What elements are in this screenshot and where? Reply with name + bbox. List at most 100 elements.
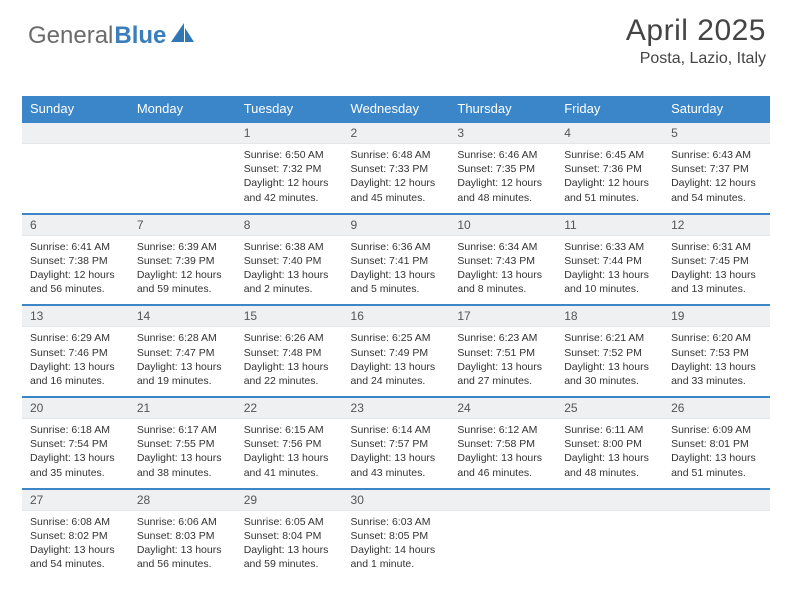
day-number: 16 [343,306,450,327]
weekday-header: Monday [129,96,236,122]
calendar-cell: 6Sunrise: 6:41 AMSunset: 7:38 PMDaylight… [22,214,129,306]
sunset-line: Sunset: 7:45 PM [671,254,762,268]
sunset-line: Sunset: 7:40 PM [244,254,335,268]
day-body: Sunrise: 6:23 AMSunset: 7:51 PMDaylight:… [449,327,556,396]
page-title: April 2025 [626,14,766,48]
daylight-line: Daylight: 13 hours and 24 minutes. [351,360,442,388]
brand-right: Blue [114,22,166,50]
daylight-line: Daylight: 12 hours and 42 minutes. [244,176,335,204]
day-number: 21 [129,398,236,419]
calendar-cell [663,489,770,580]
day-body [449,511,556,579]
sunrise-line: Sunrise: 6:29 AM [30,331,121,345]
daylight-line: Daylight: 13 hours and 19 minutes. [137,360,228,388]
sunset-line: Sunset: 7:52 PM [564,346,655,360]
day-body: Sunrise: 6:36 AMSunset: 7:41 PMDaylight:… [343,236,450,305]
sunrise-line: Sunrise: 6:21 AM [564,331,655,345]
day-body: Sunrise: 6:09 AMSunset: 8:01 PMDaylight:… [663,419,770,488]
sunset-line: Sunset: 8:05 PM [351,529,442,543]
sunset-line: Sunset: 7:36 PM [564,162,655,176]
sunrise-line: Sunrise: 6:03 AM [351,515,442,529]
sunset-line: Sunset: 7:43 PM [457,254,548,268]
day-body: Sunrise: 6:06 AMSunset: 8:03 PMDaylight:… [129,511,236,580]
day-body: Sunrise: 6:28 AMSunset: 7:47 PMDaylight:… [129,327,236,396]
sunset-line: Sunset: 7:37 PM [671,162,762,176]
sunrise-line: Sunrise: 6:11 AM [564,423,655,437]
calendar-cell: 22Sunrise: 6:15 AMSunset: 7:56 PMDayligh… [236,397,343,489]
calendar-cell: 16Sunrise: 6:25 AMSunset: 7:49 PMDayligh… [343,305,450,397]
calendar-cell: 8Sunrise: 6:38 AMSunset: 7:40 PMDaylight… [236,214,343,306]
sunrise-line: Sunrise: 6:43 AM [671,148,762,162]
sunrise-line: Sunrise: 6:39 AM [137,240,228,254]
daylight-line: Daylight: 12 hours and 56 minutes. [30,268,121,296]
calendar-cell: 21Sunrise: 6:17 AMSunset: 7:55 PMDayligh… [129,397,236,489]
daylight-line: Daylight: 12 hours and 59 minutes. [137,268,228,296]
day-number: 23 [343,398,450,419]
calendar-cell: 15Sunrise: 6:26 AMSunset: 7:48 PMDayligh… [236,305,343,397]
sunset-line: Sunset: 7:47 PM [137,346,228,360]
sunrise-line: Sunrise: 6:12 AM [457,423,548,437]
daylight-line: Daylight: 13 hours and 30 minutes. [564,360,655,388]
calendar-cell: 7Sunrise: 6:39 AMSunset: 7:39 PMDaylight… [129,214,236,306]
day-number [556,490,663,511]
day-body: Sunrise: 6:21 AMSunset: 7:52 PMDaylight:… [556,327,663,396]
day-body: Sunrise: 6:12 AMSunset: 7:58 PMDaylight:… [449,419,556,488]
day-number: 24 [449,398,556,419]
day-number: 3 [449,123,556,144]
sunrise-line: Sunrise: 6:06 AM [137,515,228,529]
daylight-line: Daylight: 13 hours and 22 minutes. [244,360,335,388]
day-number: 9 [343,215,450,236]
calendar-cell: 24Sunrise: 6:12 AMSunset: 7:58 PMDayligh… [449,397,556,489]
day-body: Sunrise: 6:34 AMSunset: 7:43 PMDaylight:… [449,236,556,305]
sunset-line: Sunset: 7:48 PM [244,346,335,360]
calendar: SundayMondayTuesdayWednesdayThursdayFrid… [22,96,770,579]
calendar-cell: 23Sunrise: 6:14 AMSunset: 7:57 PMDayligh… [343,397,450,489]
calendar-cell: 10Sunrise: 6:34 AMSunset: 7:43 PMDayligh… [449,214,556,306]
daylight-line: Daylight: 13 hours and 54 minutes. [30,543,121,571]
daylight-line: Daylight: 13 hours and 2 minutes. [244,268,335,296]
calendar-cell: 3Sunrise: 6:46 AMSunset: 7:35 PMDaylight… [449,122,556,214]
calendar-cell [449,489,556,580]
day-body: Sunrise: 6:15 AMSunset: 7:56 PMDaylight:… [236,419,343,488]
daylight-line: Daylight: 13 hours and 8 minutes. [457,268,548,296]
day-body: Sunrise: 6:33 AMSunset: 7:44 PMDaylight:… [556,236,663,305]
daylight-line: Daylight: 13 hours and 56 minutes. [137,543,228,571]
day-body: Sunrise: 6:20 AMSunset: 7:53 PMDaylight:… [663,327,770,396]
calendar-table: SundayMondayTuesdayWednesdayThursdayFrid… [22,96,770,579]
day-number: 29 [236,490,343,511]
daylight-line: Daylight: 13 hours and 33 minutes. [671,360,762,388]
day-number: 10 [449,215,556,236]
day-number: 4 [556,123,663,144]
daylight-line: Daylight: 13 hours and 43 minutes. [351,451,442,479]
day-number: 7 [129,215,236,236]
sunrise-line: Sunrise: 6:26 AM [244,331,335,345]
day-number: 18 [556,306,663,327]
sunset-line: Sunset: 8:01 PM [671,437,762,451]
sunrise-line: Sunrise: 6:17 AM [137,423,228,437]
calendar-cell: 19Sunrise: 6:20 AMSunset: 7:53 PMDayligh… [663,305,770,397]
day-number: 11 [556,215,663,236]
calendar-cell: 18Sunrise: 6:21 AMSunset: 7:52 PMDayligh… [556,305,663,397]
sunset-line: Sunset: 7:46 PM [30,346,121,360]
daylight-line: Daylight: 13 hours and 48 minutes. [564,451,655,479]
sunset-line: Sunset: 8:03 PM [137,529,228,543]
day-number: 8 [236,215,343,236]
calendar-cell: 12Sunrise: 6:31 AMSunset: 7:45 PMDayligh… [663,214,770,306]
calendar-cell: 30Sunrise: 6:03 AMSunset: 8:05 PMDayligh… [343,489,450,580]
weekday-header: Tuesday [236,96,343,122]
day-body: Sunrise: 6:08 AMSunset: 8:02 PMDaylight:… [22,511,129,580]
day-body: Sunrise: 6:14 AMSunset: 7:57 PMDaylight:… [343,419,450,488]
day-number: 28 [129,490,236,511]
calendar-cell [556,489,663,580]
daylight-line: Daylight: 13 hours and 41 minutes. [244,451,335,479]
day-body: Sunrise: 6:05 AMSunset: 8:04 PMDaylight:… [236,511,343,580]
sunset-line: Sunset: 7:41 PM [351,254,442,268]
weekday-header: Wednesday [343,96,450,122]
sunset-line: Sunset: 7:54 PM [30,437,121,451]
day-body [129,144,236,212]
day-number: 26 [663,398,770,419]
day-body: Sunrise: 6:11 AMSunset: 8:00 PMDaylight:… [556,419,663,488]
sunrise-line: Sunrise: 6:05 AM [244,515,335,529]
day-number [129,123,236,144]
sunset-line: Sunset: 7:51 PM [457,346,548,360]
